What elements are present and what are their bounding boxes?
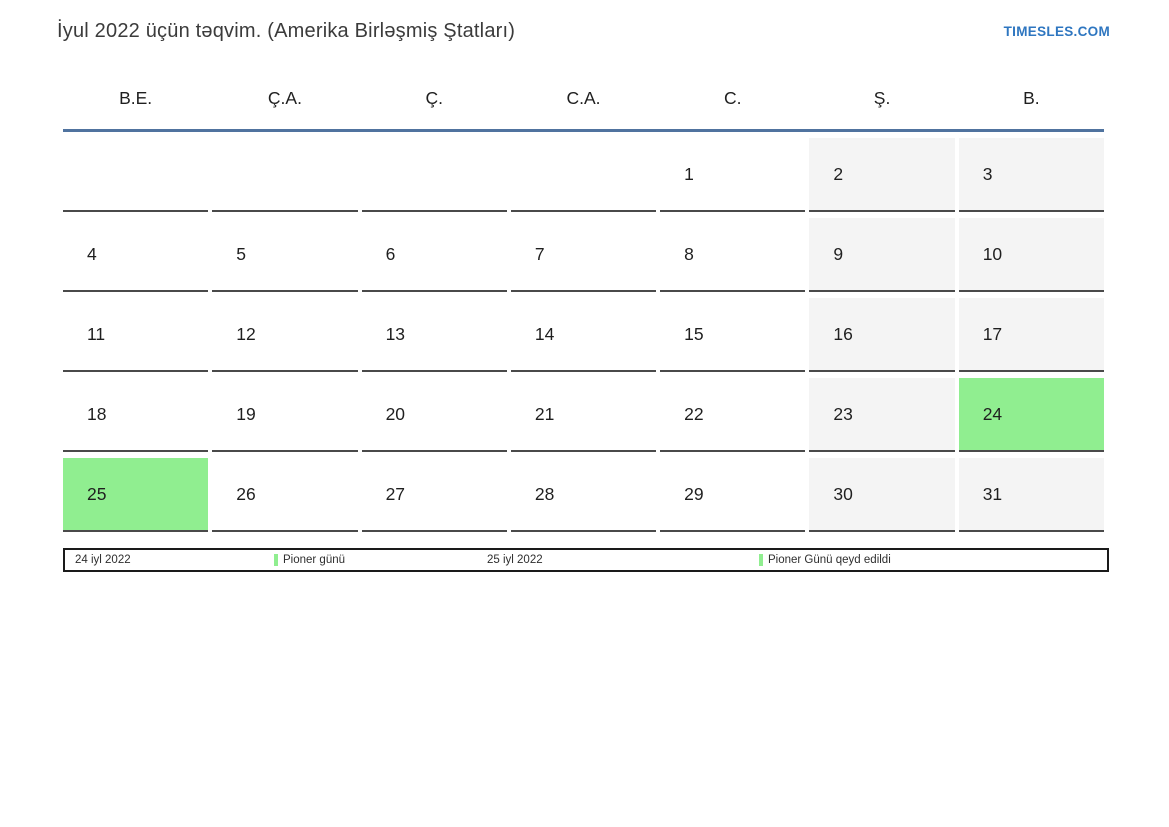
day-cell-24: 24: [958, 378, 1104, 452]
legend-date: 25 iyl 2022: [487, 554, 543, 566]
weekday-header-0: B.E.: [119, 88, 153, 108]
legend-event-label: Pioner Günü qeyd edildi: [768, 554, 891, 566]
day-cell-5: 5: [212, 218, 358, 292]
weekday-header-row: B.E. Ç.A. Ç. C.A. C. Ş. B.: [63, 80, 1104, 129]
day-cell-31: 31: [958, 458, 1104, 532]
day-cell-6: 6: [361, 218, 507, 292]
legend-date: 24 iyl 2022: [75, 554, 131, 566]
month-calendar: B.E. Ç.A. Ç. C.A. C. Ş. B. 1 2 3 4 5 6 7 8 9 10 11 12 13 14…: [63, 80, 1109, 572]
day-cell-17: 17: [958, 298, 1104, 372]
day-cell-15: 15: [660, 298, 806, 372]
weekday-header-1: Ç.A.: [267, 88, 302, 108]
legend-marker-icon: [759, 554, 763, 566]
day-cell-23: 23: [809, 378, 955, 452]
day-cell-empty: [212, 138, 358, 212]
weekday-header-6: B.: [1023, 88, 1040, 108]
day-cell-4: 4: [63, 218, 209, 292]
legend-date-label: 24 iyl 2022: [75, 554, 131, 566]
header-divider-line: [63, 129, 1104, 132]
day-cell-7: 7: [510, 218, 657, 292]
legend-event-label: Pioner günü: [283, 554, 346, 566]
weekday-header-4: C.: [724, 88, 742, 108]
legend-marker-icon: [274, 554, 278, 566]
site-link[interactable]: TIMESLES.COM: [1003, 24, 1110, 39]
weekday-header-2: Ç.: [425, 88, 443, 108]
day-cell-2: 2: [809, 138, 955, 212]
day-cell-1: 1: [660, 138, 806, 212]
day-cell-13: 13: [361, 298, 507, 372]
weekday-header-3: C.A.: [566, 88, 601, 108]
day-cell-25: 25: [63, 458, 209, 532]
day-cell-empty: [510, 138, 657, 212]
day-cell-20: 20: [361, 378, 507, 452]
day-cell-26: 26: [212, 458, 358, 532]
day-cell-empty: [361, 138, 507, 212]
day-cell-10: 10: [958, 218, 1104, 292]
day-cell-18: 18: [63, 378, 209, 452]
day-cell-30: 30: [809, 458, 955, 532]
day-cell-27: 27: [361, 458, 507, 532]
day-cell-3: 3: [958, 138, 1104, 212]
day-cell-16: 16: [809, 298, 955, 372]
day-cell-29: 29: [660, 458, 806, 532]
day-cell-empty: [63, 138, 209, 212]
legend-bar: 24 iyl 2022 Pioner günü 25 iyl 2022 Pion…: [63, 548, 1109, 572]
day-grid: 1 2 3 4 5 6 7 8 9 10 11 12 13 14 15 16 17 18 19 20 21 22 23 24 2…: [63, 138, 1104, 532]
legend-event: Pioner Günü qeyd edildi: [759, 554, 891, 566]
day-cell-21: 21: [510, 378, 657, 452]
day-cell-28: 28: [510, 458, 657, 532]
page-title: İyul 2022 üçün təqvim. (Amerika Birləşmi…: [57, 20, 516, 42]
day-cell-12: 12: [212, 298, 358, 372]
day-cell-19: 19: [212, 378, 358, 452]
day-cell-22: 22: [660, 378, 806, 452]
day-cell-8: 8: [660, 218, 806, 292]
day-cell-9: 9: [809, 218, 955, 292]
day-cell-11: 11: [63, 298, 209, 372]
weekday-header-5: Ş.: [873, 88, 891, 108]
legend-event: Pioner günü: [274, 554, 345, 566]
legend-date-label: 25 iyl 2022: [487, 554, 543, 566]
day-cell-14: 14: [510, 298, 657, 372]
